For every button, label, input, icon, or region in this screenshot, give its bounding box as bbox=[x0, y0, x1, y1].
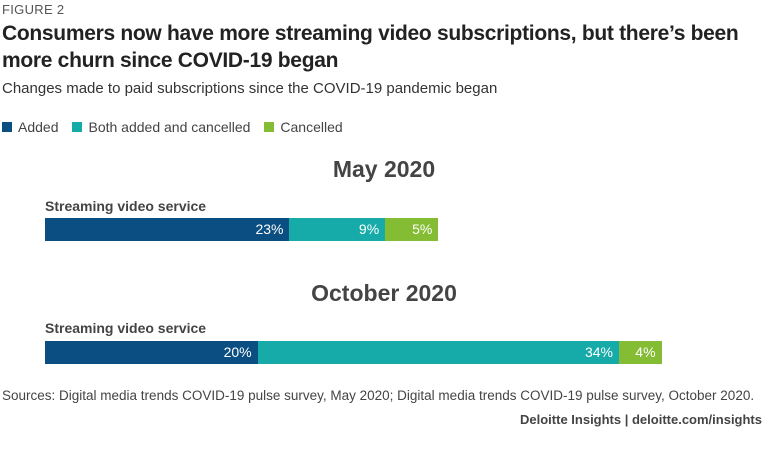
legend-swatch bbox=[264, 122, 275, 132]
figure-label: FIGURE 2 bbox=[2, 2, 65, 17]
legend-swatch bbox=[2, 122, 12, 132]
segment-cancelled: 5% bbox=[385, 218, 439, 241]
chart-title: Consumers now have more streaming video … bbox=[2, 22, 739, 72]
legend-label: Added bbox=[18, 119, 59, 135]
legend-label: Cancelled bbox=[280, 119, 343, 135]
category-label: Streaming video service bbox=[45, 320, 207, 336]
legend-item-added: Added bbox=[2, 119, 58, 135]
data-label: 20% bbox=[223, 344, 252, 360]
sources-note: Sources: Digital media trends COVID-19 p… bbox=[2, 388, 755, 403]
legend-item-both: Both added and cancelled bbox=[72, 119, 250, 135]
segment-both: 9% bbox=[289, 218, 386, 241]
chart-subtitle: Changes made to paid subscriptions since… bbox=[2, 80, 498, 97]
segment-cancelled: 4% bbox=[619, 341, 662, 364]
data-label: 34% bbox=[584, 344, 613, 360]
category-label: Streaming video service bbox=[45, 198, 207, 214]
data-label: 9% bbox=[358, 221, 380, 237]
segment-added: 20% bbox=[45, 341, 258, 364]
legend-label: Both added and cancelled bbox=[88, 119, 251, 135]
data-label: 23% bbox=[255, 221, 284, 237]
segment-added: 23% bbox=[45, 218, 290, 241]
panel-title-may: May 2020 bbox=[332, 156, 436, 182]
data-label: 5% bbox=[412, 221, 433, 237]
data-label: 4% bbox=[635, 344, 656, 360]
legend: Added Both added and cancelled Cancelled bbox=[2, 119, 343, 135]
panel-title-october: October 2020 bbox=[311, 280, 457, 306]
credit: Deloitte Insights | deloitte.com/insight… bbox=[520, 412, 762, 427]
legend-swatch bbox=[72, 122, 83, 132]
segment-both: 34% bbox=[257, 341, 619, 364]
legend-item-cancelled: Cancelled bbox=[264, 119, 343, 135]
